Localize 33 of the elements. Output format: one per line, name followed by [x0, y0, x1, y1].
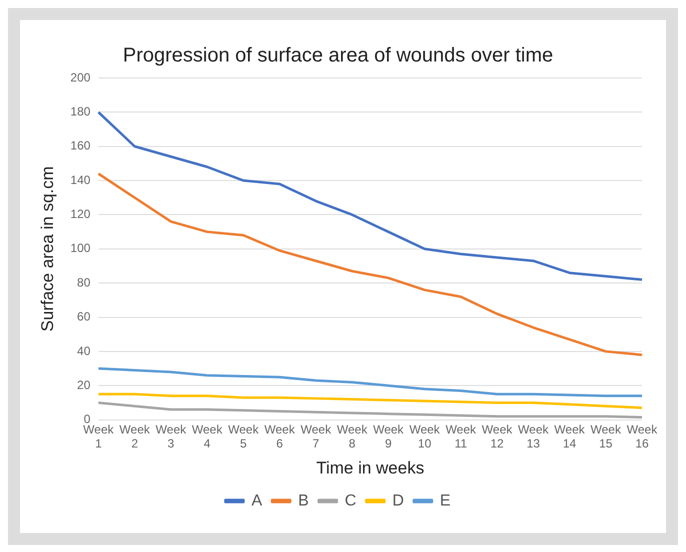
y-tick-label: 120: [70, 207, 91, 222]
chart-title: Progression of surface area of wounds over time: [122, 44, 554, 67]
x-tick-label: Week 8: [336, 422, 368, 451]
x-tick-label: Week 9: [373, 422, 405, 451]
legend-label: D: [392, 492, 404, 510]
x-tick-label: Week 16: [626, 422, 658, 451]
y-tick-label: 200: [70, 70, 91, 84]
y-tick-label: 100: [70, 241, 91, 256]
x-tick-label: Week 2: [119, 422, 151, 451]
legend-label: A: [251, 492, 262, 510]
y-tick-label: 140: [70, 172, 91, 187]
x-tick-label: Week 12: [482, 422, 514, 451]
legend-label: E: [440, 492, 451, 510]
x-tick-label: Week 13: [518, 422, 550, 451]
x-tick-label: Week 6: [264, 422, 296, 451]
y-tick-label: 40: [77, 344, 91, 358]
x-tick-label: Week 15: [590, 422, 622, 451]
legend-label: B: [298, 492, 309, 510]
y-tick-label: 160: [70, 138, 91, 153]
y-tick-label: 60: [77, 310, 91, 324]
y-axis-title: Surface area in sq.cm: [38, 166, 57, 332]
x-tick-label: Week 3: [156, 422, 188, 451]
x-tick-label: Week 4: [192, 422, 224, 451]
x-tick-label: Week 10: [409, 422, 441, 451]
x-tick-label: Week 11: [446, 422, 478, 451]
x-tick-label: Week 7: [300, 422, 332, 451]
x-tick-label: Week 5: [228, 422, 260, 451]
y-tick-label: 20: [77, 378, 91, 392]
x-tick-label: Week 14: [554, 422, 586, 451]
legend-label: C: [344, 492, 356, 510]
x-axis-title: Time in weeks: [316, 458, 424, 478]
y-tick-label: 180: [70, 104, 91, 118]
y-tick-label: 80: [77, 275, 91, 290]
